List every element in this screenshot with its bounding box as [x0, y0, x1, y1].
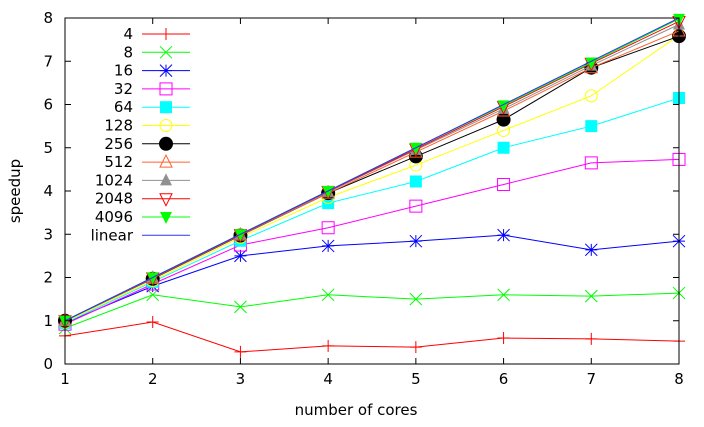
series-4: [59, 316, 685, 358]
legend-label: linear: [91, 226, 134, 244]
y-tick-label: 4: [43, 182, 53, 200]
series-layer: [58, 13, 686, 358]
data-point: [159, 82, 173, 96]
x-tick-label: 3: [236, 370, 246, 388]
y-tick-label: 8: [43, 9, 53, 27]
data-point: [497, 178, 511, 192]
data-point: [321, 288, 335, 302]
data-point: [409, 234, 423, 248]
y-tick-label: 2: [43, 269, 53, 287]
series-line: [64, 17, 680, 322]
data-point: [585, 120, 598, 133]
x-tick-label: 6: [499, 370, 509, 388]
legend-label: 8: [123, 43, 133, 61]
x-tick-label: 1: [60, 370, 70, 388]
legend-entry: 32: [114, 80, 190, 98]
legend-label: 512: [104, 153, 133, 171]
x-tick-label: 5: [411, 370, 421, 388]
legend-entry: linear: [91, 226, 190, 244]
legend-entry: 512: [104, 153, 190, 171]
data-point: [585, 332, 598, 345]
data-point: [160, 212, 172, 224]
legend-label: 4: [123, 25, 133, 43]
legend-label: 1024: [95, 171, 133, 189]
data-point: [159, 119, 173, 132]
series-linear: [64, 17, 680, 322]
data-point: [409, 341, 422, 354]
legend-entry: 256: [104, 135, 190, 153]
data-point: [160, 173, 172, 186]
legend-label: 64: [114, 98, 133, 116]
data-point: [497, 288, 510, 302]
legend-entry: 8: [123, 43, 190, 61]
data-point: [584, 156, 598, 170]
series-64: [59, 92, 685, 329]
legend-label: 2048: [95, 190, 133, 208]
legend-entry: 4096: [95, 208, 190, 226]
data-point: [160, 101, 172, 114]
legend-entry: 1024: [95, 171, 190, 189]
data-point: [497, 141, 510, 154]
data-point: [234, 249, 247, 263]
legend-entry: 16: [114, 62, 190, 80]
series-line: [64, 97, 680, 324]
series-line: [64, 34, 680, 323]
legend-entry: 4: [123, 25, 190, 43]
data-point: [321, 221, 335, 235]
y-tick-label: 5: [43, 139, 53, 157]
series-line: [64, 321, 680, 353]
legend-entry: 2048: [95, 190, 190, 208]
legend-entry: 64: [114, 98, 190, 116]
data-point: [160, 28, 172, 40]
legend-label: 4096: [95, 208, 133, 226]
data-point: [584, 289, 598, 303]
data-point: [146, 316, 159, 329]
data-point: [409, 175, 422, 188]
legend-label: 256: [104, 135, 133, 153]
series-line: [64, 158, 680, 325]
data-point: [159, 45, 173, 59]
y-tick-label: 7: [43, 52, 53, 70]
data-point: [159, 153, 173, 168]
data-point: [159, 64, 173, 77]
data-point: [159, 193, 173, 207]
data-point: [585, 57, 598, 70]
data-point: [497, 332, 510, 345]
data-point: [497, 228, 510, 242]
x-tick-label: 7: [587, 370, 597, 388]
data-point: [584, 89, 598, 103]
data-point: [409, 199, 423, 213]
x-axis-label: number of cores: [295, 401, 418, 419]
data-point: [322, 339, 335, 352]
legend-label: 32: [114, 80, 133, 98]
data-point: [409, 292, 423, 306]
y-tick-label: 1: [43, 312, 53, 330]
y-tick-label: 6: [43, 96, 53, 114]
series-line: [64, 234, 680, 324]
y-tick-label: 0: [43, 355, 53, 373]
data-point: [584, 243, 598, 257]
legend-entry: 128: [104, 117, 190, 135]
y-tick-label: 3: [43, 225, 53, 243]
series-line: [64, 292, 680, 329]
data-point: [159, 136, 173, 151]
x-tick-label: 8: [674, 370, 684, 388]
x-tick-label: 2: [148, 370, 158, 388]
data-point: [234, 300, 247, 314]
data-point: [234, 345, 247, 358]
y-axis-label: speedup: [6, 159, 24, 223]
data-point: [321, 239, 335, 253]
legend-label: 128: [104, 117, 133, 135]
legend-label: 16: [114, 62, 133, 80]
x-tick-label: 4: [323, 370, 333, 388]
